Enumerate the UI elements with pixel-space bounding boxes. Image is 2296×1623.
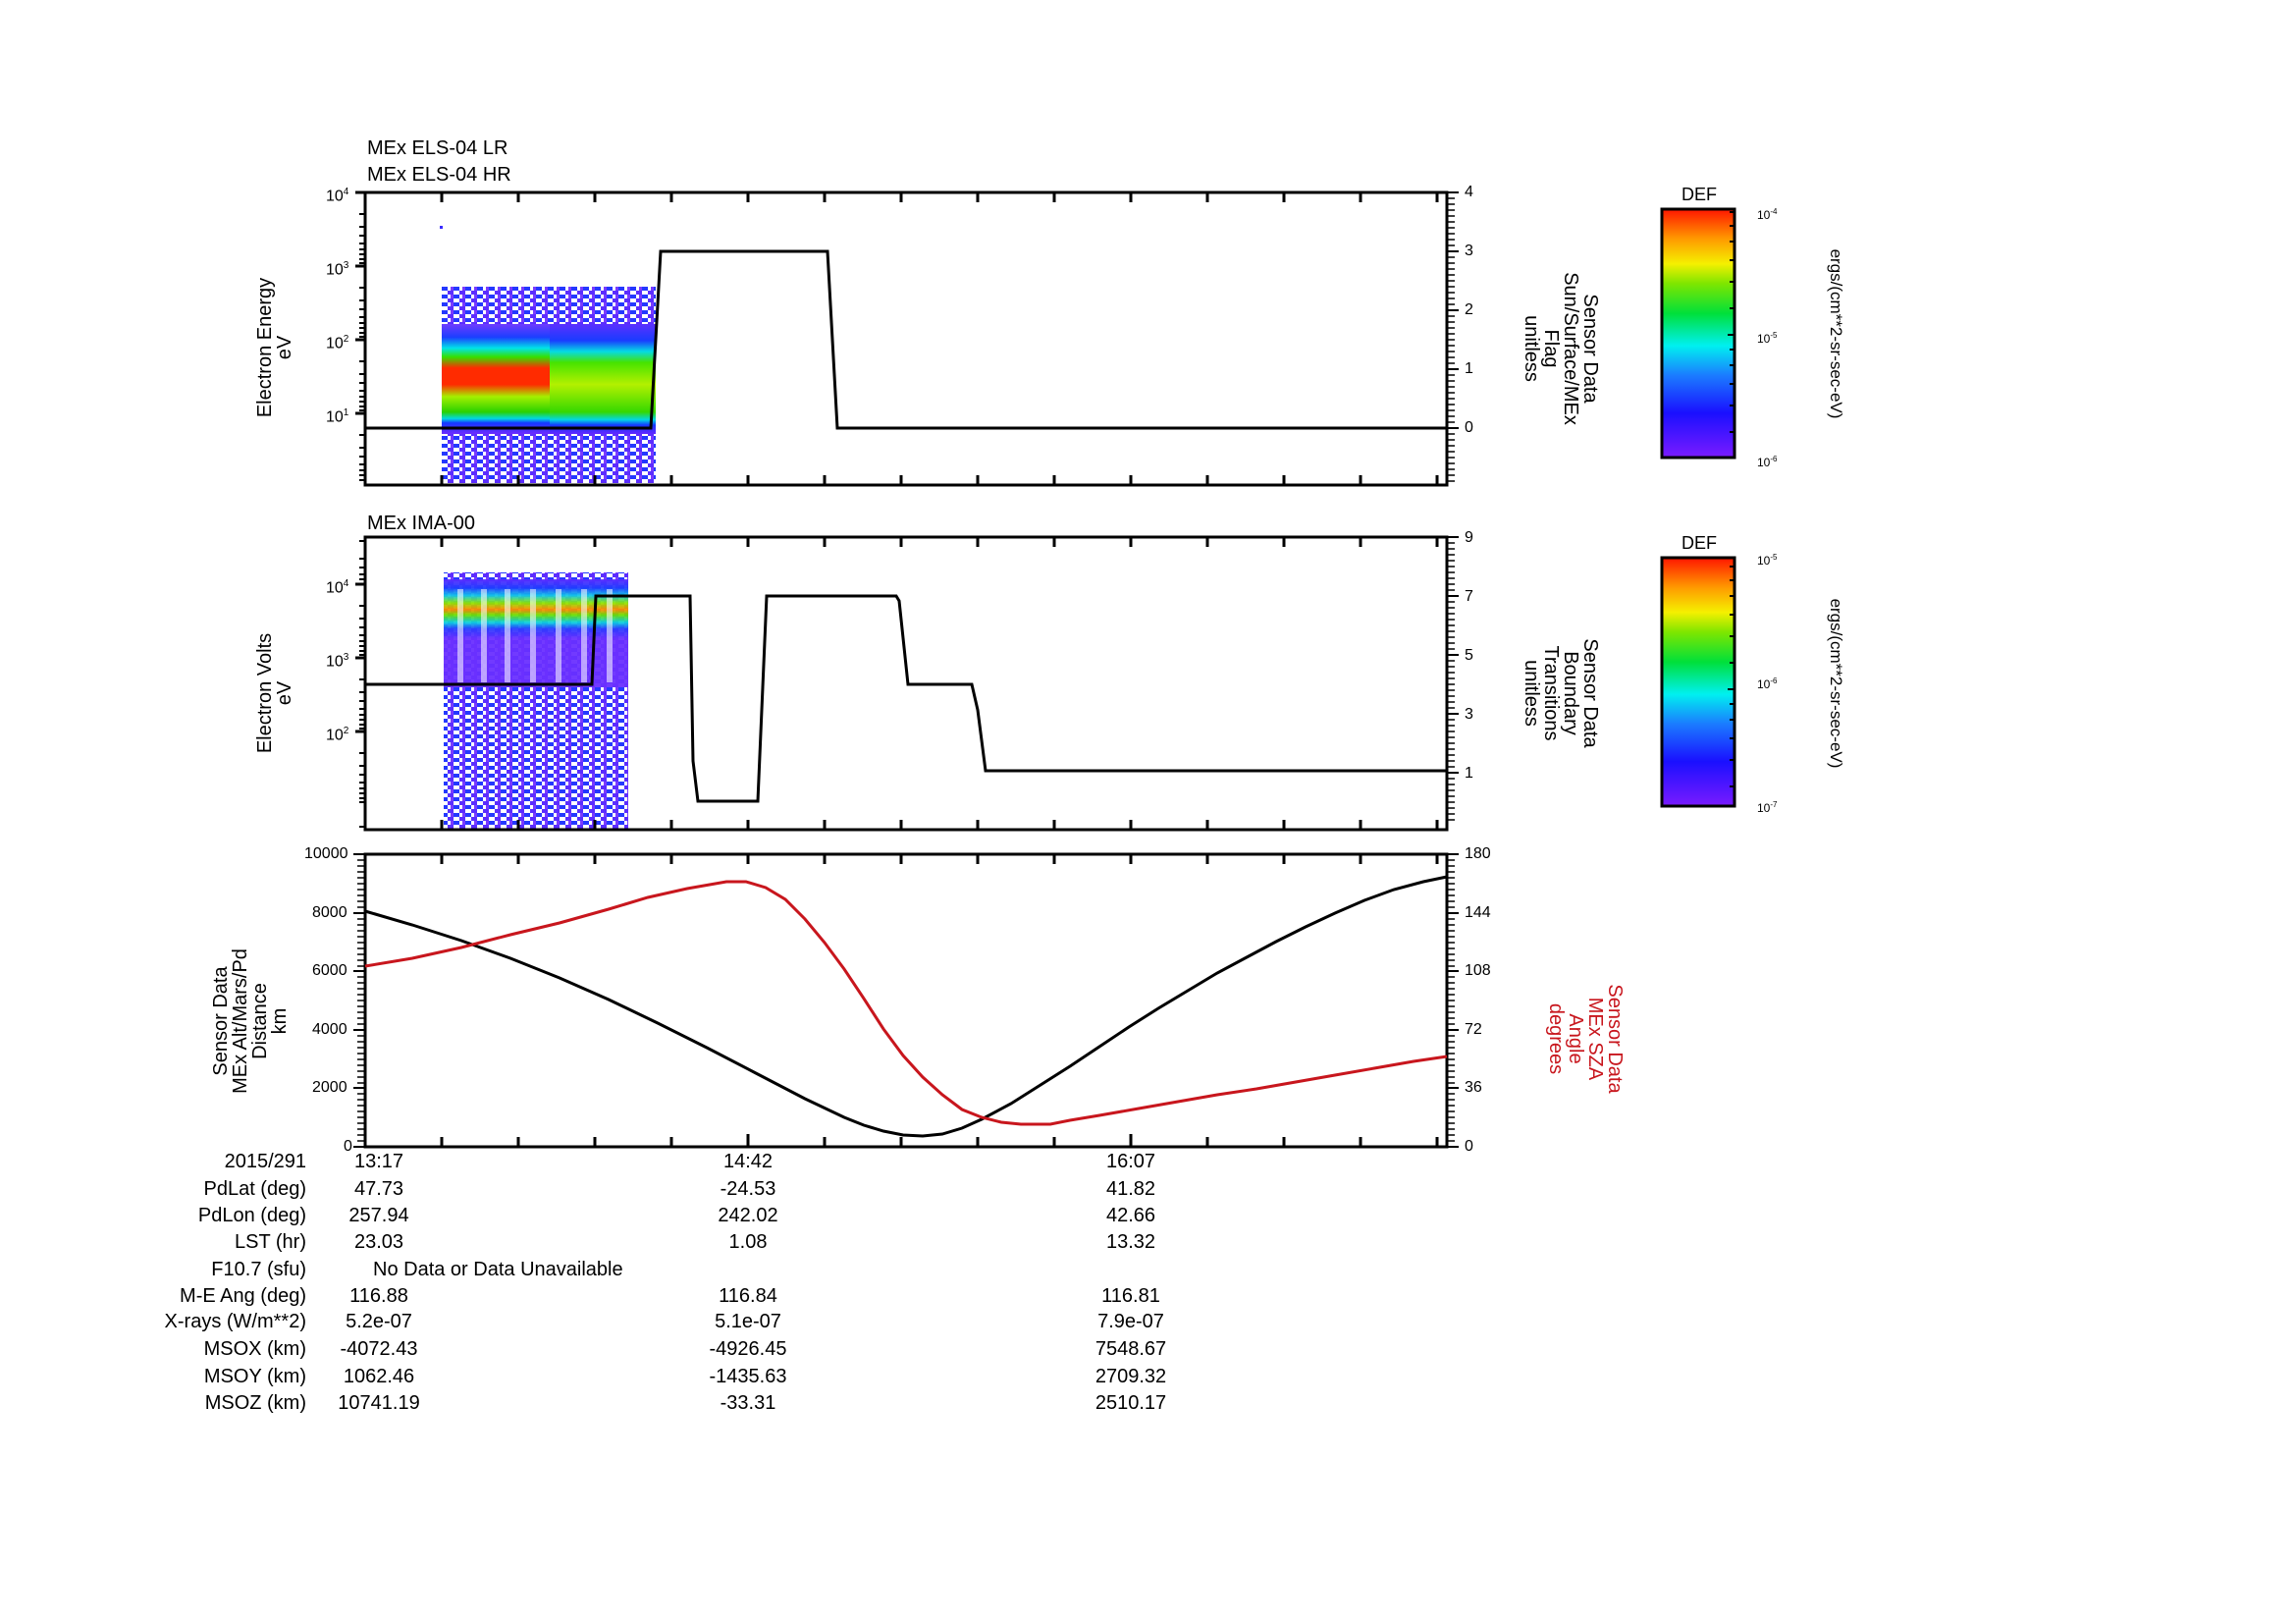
eph-row-label: MSOZ (km) (204, 1392, 306, 1414)
sza-line (364, 880, 1448, 1126)
orbit-rtick: 108 (1465, 962, 1491, 979)
eph-value: 116.88 (349, 1285, 408, 1307)
eph-value: 41.82 (1105, 1178, 1156, 1200)
els-title-hr: MEx ELS-04 HR (367, 164, 511, 186)
ima-ytick-1e3: 103 (326, 652, 349, 671)
eph-value: 13.32 (1105, 1231, 1156, 1253)
eph-value: 7548.67 (1095, 1338, 1167, 1360)
orbit-ltick: 0 (344, 1138, 352, 1155)
els-colorbar-title: DEF (1682, 185, 1717, 204)
els-colorbar-min: 10-6 (1757, 455, 1778, 469)
orbit-right-label-line: Angle (1565, 1013, 1586, 1064)
eph-row-label: MSOX (km) (203, 1338, 306, 1360)
els-ytick-1e4: 104 (326, 187, 349, 205)
altitude-line (364, 875, 1448, 1138)
ima-colorbar (1660, 556, 1736, 808)
eph-value: -1435.63 (709, 1366, 787, 1387)
eph-row-label: LST (hr) (235, 1231, 306, 1253)
eph-row-label: M-E Ang (deg) (180, 1285, 306, 1307)
eph-f107-value: No Data or Data Unavailable (373, 1259, 623, 1280)
ima-rtick: 1 (1465, 765, 1473, 782)
orbit-ltick: 8000 (312, 904, 347, 921)
orbit-ltick: 4000 (312, 1021, 347, 1038)
els-spectrogram-core2 (550, 324, 656, 434)
eph-row-label: MSOY (km) (203, 1366, 306, 1387)
eph-value: 116.81 (1101, 1285, 1160, 1307)
eph-value: -4072.43 (340, 1338, 418, 1360)
ima-colorbar-mid: 10-6 (1757, 676, 1778, 691)
orbit-rtick: 180 (1465, 845, 1491, 862)
ima-rtick: 9 (1465, 529, 1473, 546)
orbit-right-label-line: degrees (1545, 1002, 1567, 1075)
els-rtick: 1 (1465, 360, 1473, 377)
orbit-rtick: 72 (1465, 1021, 1482, 1038)
eph-value: 1.08 (728, 1231, 768, 1253)
eph-value: 7.9e-07 (1097, 1311, 1164, 1332)
eph-value: 2510.17 (1095, 1392, 1167, 1414)
els-spectrogram-low-noise (442, 434, 656, 483)
orbit-right-label-line: MEx SZA (1584, 997, 1606, 1081)
eph-value: 16:07 (1105, 1151, 1156, 1172)
eph-row-label: 2015/291 (224, 1151, 306, 1172)
orbit-rtick: 144 (1465, 904, 1491, 921)
els-rtick: 0 (1465, 419, 1473, 436)
ima-rtick: 5 (1465, 647, 1473, 664)
ima-boundary-line (365, 594, 1447, 803)
eph-row-label: X-rays (W/m**2) (164, 1311, 306, 1332)
orbit-rtick: 36 (1465, 1079, 1482, 1096)
els-spectrogram-core (442, 324, 550, 434)
eph-value: 5.2e-07 (346, 1311, 412, 1332)
eph-row-label: PdLat (deg) (203, 1178, 306, 1200)
eph-value: 1062.46 (343, 1366, 415, 1387)
orbit-ltick: 10000 (304, 845, 348, 862)
eph-value: -4926.45 (709, 1338, 787, 1360)
ima-ytick-1e4: 104 (326, 578, 349, 597)
els-title-lr: MEx ELS-04 LR (367, 137, 508, 159)
els-ytick-1e3: 103 (326, 260, 349, 279)
orbit-ltick: 6000 (312, 962, 347, 979)
els-rtick: 2 (1465, 301, 1473, 318)
eph-value: 242.02 (718, 1205, 778, 1226)
els-colorbar-max: 10-4 (1757, 207, 1778, 222)
ima-title: MEx IMA-00 (367, 513, 476, 534)
eph-value: 257.94 (348, 1205, 409, 1226)
eph-value: -33.31 (720, 1392, 776, 1414)
els-rtick: 3 (1465, 243, 1473, 259)
els-colorbar-mid: 10-5 (1757, 331, 1778, 346)
eph-value: 14:42 (722, 1151, 774, 1172)
eph-value: 5.1e-07 (715, 1311, 781, 1332)
orbit-right-label-line: Sensor Data (1604, 984, 1626, 1094)
eph-value: 47.73 (353, 1178, 404, 1200)
ima-colorbar-max: 10-5 (1757, 553, 1778, 568)
eph-row-label: F10.7 (sfu) (211, 1259, 306, 1280)
eph-value: 13:17 (353, 1151, 404, 1172)
eph-row-label: PdLon (deg) (197, 1205, 306, 1226)
els-flag-line (365, 249, 1447, 430)
ima-rtick: 3 (1465, 706, 1473, 723)
ima-colorbar-min: 10-7 (1757, 800, 1778, 815)
ima-ytick-1e2: 102 (326, 726, 349, 744)
eph-value: 42.66 (1105, 1205, 1156, 1226)
els-rtick: 4 (1465, 184, 1473, 200)
orbit-right-axis-label: Sensor Data MEx SZA Angle degrees (1545, 950, 1626, 1127)
orbit-ltick: 2000 (312, 1079, 347, 1096)
ima-colorbar-title: DEF (1682, 533, 1717, 553)
els-ytick-1e1: 101 (326, 407, 349, 426)
eph-value: 10741.19 (338, 1392, 420, 1414)
eph-value: 23.03 (353, 1231, 404, 1253)
orbit-rtick: 0 (1465, 1138, 1473, 1155)
eph-value: 116.84 (719, 1285, 777, 1307)
eph-value: -24.53 (720, 1178, 776, 1200)
ima-rtick: 7 (1465, 588, 1473, 605)
els-colorbar (1660, 207, 1736, 460)
eph-value: 2709.32 (1095, 1366, 1167, 1387)
els-ytick-1e2: 102 (326, 334, 349, 352)
